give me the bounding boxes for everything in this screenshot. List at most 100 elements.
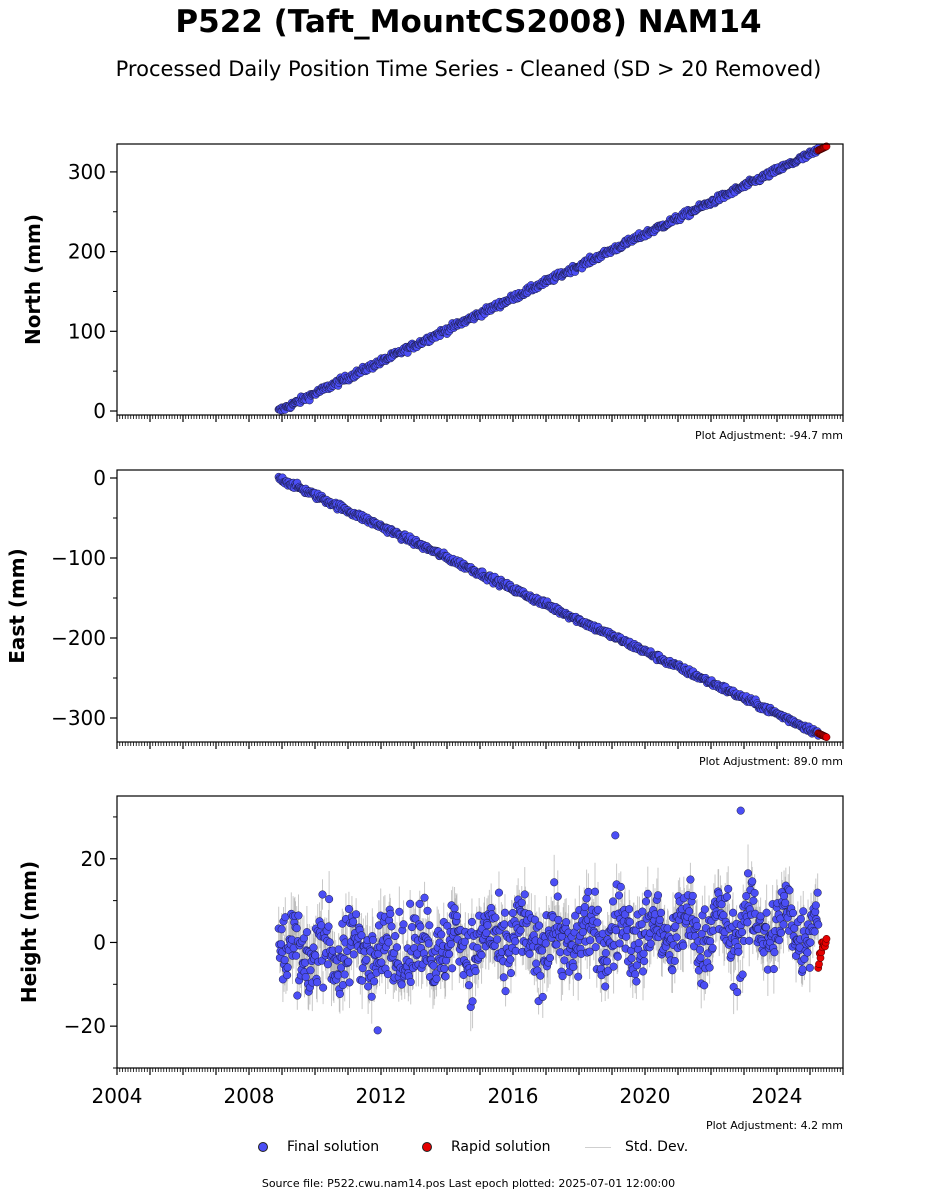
data-points: [274, 142, 831, 415]
final-solution-point: [368, 935, 377, 944]
final-solution-point: [387, 922, 396, 931]
final-solution-point: [384, 938, 393, 947]
final-solution-point: [345, 978, 354, 987]
final-solution-point: [324, 922, 333, 931]
final-solution-point: [500, 920, 509, 929]
plot-area: [117, 470, 843, 742]
final-solution-point: [686, 875, 695, 884]
final-solution-point: [602, 957, 612, 966]
final-solution-point: [471, 967, 480, 976]
final-solution-point: [477, 950, 486, 960]
final-solution-point: [638, 967, 648, 976]
final-solution-point: [283, 971, 292, 980]
final-solution-point: [325, 938, 334, 947]
final-solution-point: [429, 961, 438, 970]
final-solution-point: [500, 908, 510, 917]
final-solution-point: [313, 978, 322, 987]
final-solution-point: [696, 953, 705, 962]
final-solution-point: [491, 913, 500, 922]
y-tick-label: 200: [68, 240, 106, 264]
final-solution-point: [580, 902, 589, 912]
final-solution-point: [292, 924, 301, 933]
y-tick-label: −100: [51, 546, 106, 570]
final-solution-point: [349, 917, 358, 926]
final-solution-point: [397, 980, 406, 989]
final-solution-point: [448, 964, 457, 973]
final-solution-point: [538, 992, 547, 1001]
final-solution-point: [679, 941, 688, 950]
final-solution-point: [538, 946, 547, 955]
final-solution-point: [653, 891, 663, 900]
final-solution-point: [520, 890, 529, 899]
final-solution-point: [508, 908, 517, 918]
final-solution-point: [335, 989, 344, 998]
y-tick-label: 100: [68, 319, 106, 343]
final-solution-point: [601, 982, 610, 991]
final-solution-point: [416, 922, 425, 931]
final-solution-point: [319, 983, 328, 992]
final-solution-point: [391, 931, 400, 941]
final-solution-point: [506, 969, 516, 978]
final-solution-point: [608, 897, 618, 906]
final-solution-point: [301, 958, 310, 967]
final-solution-point: [344, 904, 353, 914]
final-solution-point: [399, 920, 408, 929]
final-solution-point: [582, 894, 591, 903]
final-solution-point: [517, 898, 526, 907]
final-solution-point: [280, 955, 289, 965]
final-solution-point: [613, 952, 622, 961]
final-solution-point: [340, 970, 349, 979]
final-solution-point: [646, 939, 655, 948]
final-solution-point: [695, 945, 705, 954]
final-solution-point: [406, 899, 415, 908]
final-solution-point: [424, 939, 433, 948]
final-solution-point: [670, 956, 679, 965]
final-solution-point: [364, 982, 373, 991]
final-solution-point: [536, 971, 545, 980]
final-solution-point: [625, 917, 634, 926]
chart-title: P522 (Taft_MountCS2008) NAM14: [175, 4, 762, 40]
final-solution-point: [392, 943, 401, 952]
plot-area: [117, 144, 843, 415]
final-solution-point: [562, 918, 571, 927]
final-solution-point: [306, 966, 315, 975]
final-solution-point: [545, 953, 555, 962]
final-solution-point: [445, 950, 454, 959]
final-solution-point: [464, 981, 474, 990]
final-solution-point: [632, 977, 641, 986]
final-solution-point: [352, 910, 361, 919]
final-solution-point: [323, 960, 332, 969]
final-solution-point: [688, 891, 697, 900]
final-solution-point: [309, 943, 318, 952]
final-solution-point: [668, 966, 677, 975]
y-tick-label: 0: [93, 466, 106, 490]
final-solution-point: [586, 936, 595, 945]
final-solution-point: [494, 888, 504, 897]
final-solution-point: [506, 955, 515, 964]
figure: 0 100 200 300 North (mm) 0 −100 −200 −300 East (…: [5, 142, 844, 1108]
final-solution-point: [535, 921, 544, 930]
final-solution-point: [362, 955, 371, 964]
rapid-solution-point: [822, 733, 831, 742]
final-solution-point: [685, 907, 694, 916]
y-axis-label: East (mm): [5, 548, 29, 664]
final-solution-point: [294, 911, 303, 920]
final-solution-point: [493, 935, 502, 944]
final-solution-point: [627, 954, 636, 963]
final-solution-point: [358, 964, 367, 973]
final-solution-point: [631, 970, 640, 979]
final-solution-point: [277, 925, 286, 934]
final-solution-point: [511, 937, 520, 946]
final-solution-point: [325, 895, 334, 904]
final-solution-point: [614, 891, 624, 900]
final-solution-point: [541, 939, 550, 948]
north-panel: 0 100 200 300 North (mm): [21, 142, 844, 423]
final-solution-point: [420, 893, 429, 902]
final-solution-point: [386, 909, 395, 918]
final-solution-point: [634, 938, 643, 947]
final-solution-point: [452, 911, 461, 921]
final-solution-point: [407, 923, 416, 932]
final-solution-point: [609, 962, 618, 971]
final-solution-point: [558, 972, 567, 981]
